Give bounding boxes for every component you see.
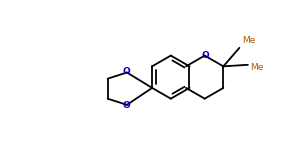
Text: O: O [122,101,130,110]
Text: O: O [122,67,130,76]
Text: O: O [202,51,209,60]
Text: Me: Me [250,63,263,72]
Text: Me: Me [242,36,255,45]
